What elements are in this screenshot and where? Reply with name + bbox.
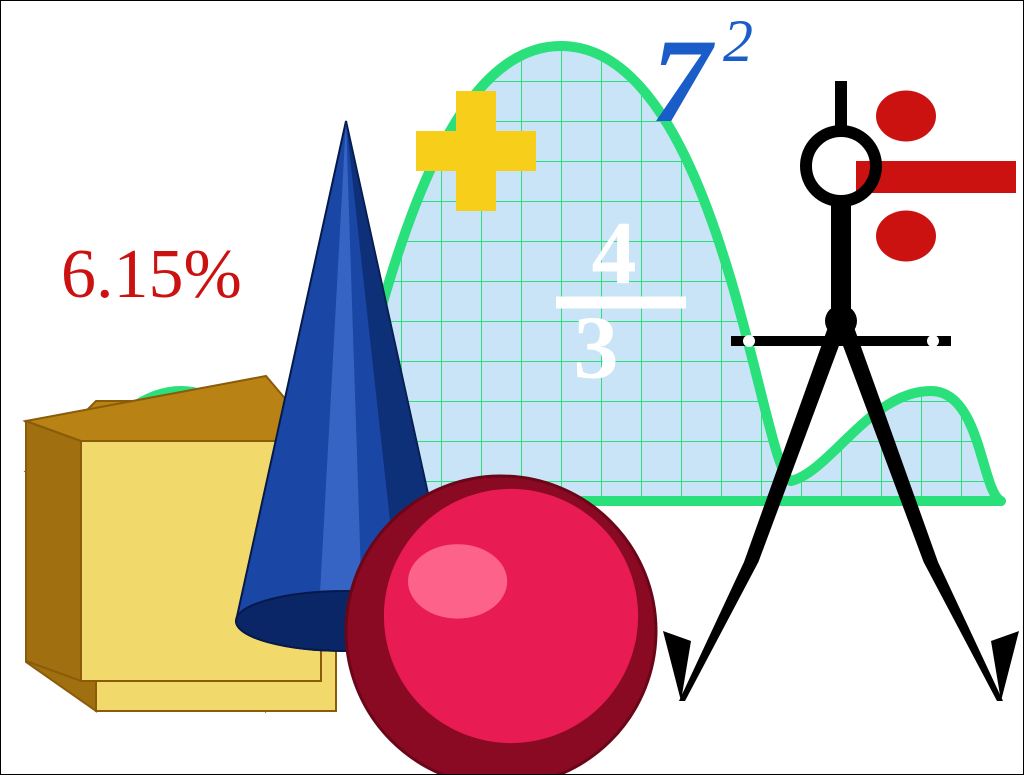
svg-text:2: 2: [723, 8, 753, 74]
svg-text:7: 7: [651, 14, 715, 147]
math-illustration: 72436.15%: [0, 0, 1024, 775]
percent-text: 6.15%: [61, 236, 242, 313]
svg-text:4: 4: [592, 204, 637, 303]
illustration-svg: 72436.15%: [1, 1, 1024, 775]
svg-text:3: 3: [574, 299, 619, 398]
exponent-text: 72: [651, 8, 753, 147]
sphere-shape: [346, 476, 656, 775]
